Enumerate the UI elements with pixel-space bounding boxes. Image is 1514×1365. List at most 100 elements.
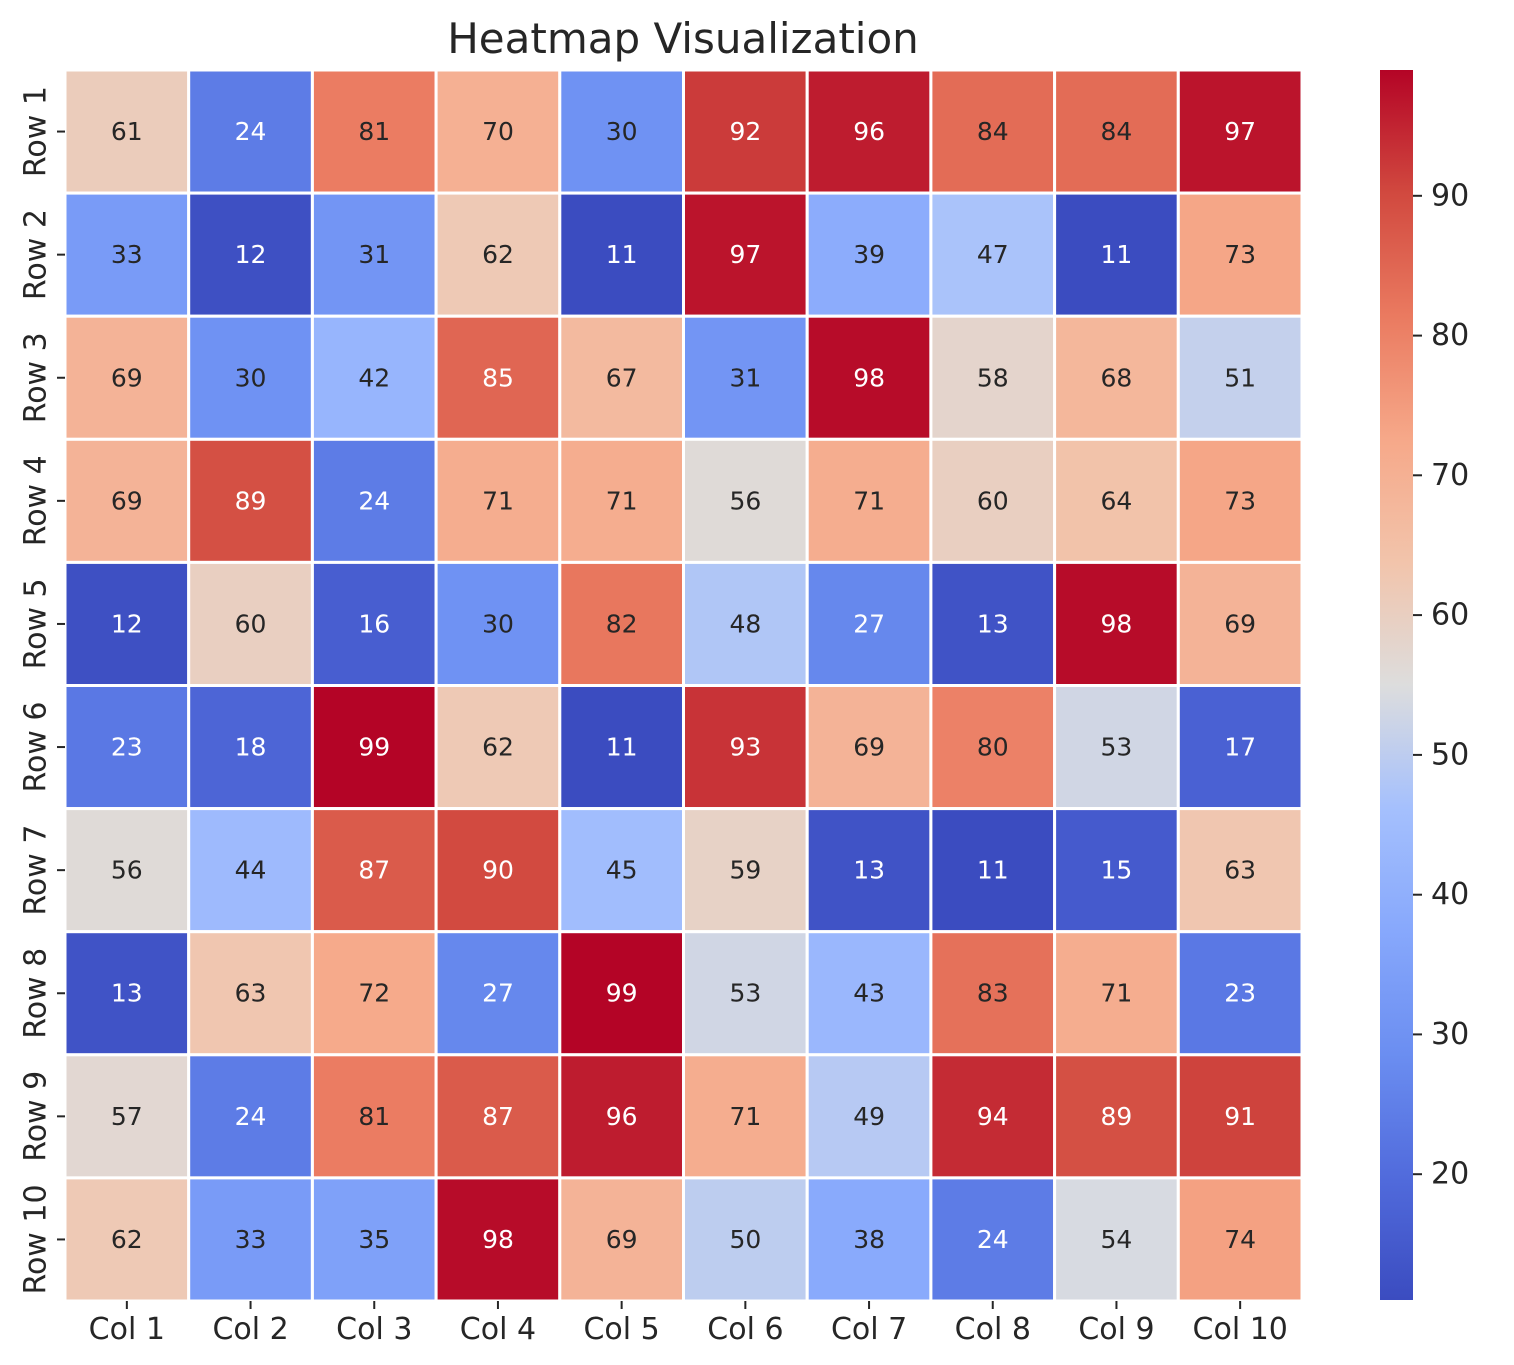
- cell-value-label: 68: [1100, 363, 1132, 392]
- cell-value-label: 30: [235, 363, 267, 392]
- cell-value-label: 73: [1224, 486, 1256, 515]
- cell-value-label: 97: [729, 240, 761, 269]
- cell-value-label: 56: [111, 856, 143, 885]
- cell-value-label: 45: [606, 856, 638, 885]
- cell-value-label: 62: [111, 1225, 143, 1254]
- heatmap-cell: [310, 314, 438, 441]
- heatmap-cell: [682, 68, 809, 195]
- cell-value-label: 69: [111, 486, 143, 515]
- heatmap-cell: [310, 1053, 438, 1180]
- cell-value-label: 53: [1100, 733, 1132, 762]
- cell-value-label: 62: [482, 733, 514, 762]
- colorbar-tick-label: 80: [1431, 318, 1469, 353]
- y-tick-label: Row 3: [19, 332, 54, 423]
- heatmap-cell: [558, 930, 685, 1057]
- heatmap-cell: [310, 560, 438, 688]
- cell-value-label: 58: [977, 363, 1009, 392]
- heatmap-cell: [682, 930, 809, 1057]
- heatmap-cell: [310, 930, 438, 1057]
- heatmap-cell: [1176, 191, 1304, 318]
- cell-value-label: 83: [977, 979, 1009, 1008]
- heatmap-cell: [682, 1176, 809, 1303]
- heatmap-cell: [805, 930, 933, 1057]
- cell-value-label: 92: [729, 117, 761, 146]
- heatmap-cell: [434, 684, 562, 811]
- heatmap-cell: [63, 314, 191, 441]
- cell-value-label: 96: [606, 1102, 638, 1131]
- heatmap-cell: [434, 191, 562, 318]
- cell-value-label: 94: [977, 1102, 1009, 1131]
- cell-value-label: 18: [235, 733, 267, 762]
- cell-value-label: 89: [235, 486, 267, 515]
- cell-value-label: 71: [853, 486, 885, 515]
- cell-value-label: 84: [977, 117, 1009, 146]
- cell-value-label: 35: [358, 1225, 390, 1254]
- cell-value-label: 13: [111, 979, 143, 1008]
- x-tick-label: Col 8: [955, 1312, 1031, 1347]
- cell-value-label: 71: [1100, 979, 1132, 1008]
- cell-value-label: 97: [1224, 117, 1256, 146]
- heatmap-cell: [929, 1053, 1057, 1180]
- heatmap-cell: [187, 930, 314, 1057]
- x-tick-label: Col 5: [583, 1312, 659, 1347]
- y-tick-label: Row 10: [19, 1184, 54, 1294]
- cell-value-label: 33: [235, 1225, 267, 1254]
- cell-value-label: 99: [358, 733, 390, 762]
- heatmap-cell: [187, 560, 314, 688]
- y-tick-label: Row 1: [19, 86, 54, 177]
- y-tick-label: Row 8: [19, 948, 54, 1039]
- cell-value-label: 81: [358, 117, 390, 146]
- heatmap-cell: [434, 930, 562, 1057]
- heatmap-cell: [1176, 560, 1304, 688]
- heatmap-cell: [805, 1053, 933, 1180]
- heatmap-cell: [682, 684, 809, 811]
- colorbar-tick-label: 20: [1431, 1157, 1469, 1192]
- cell-value-label: 67: [606, 363, 638, 392]
- heatmap-cell: [805, 191, 933, 318]
- heatmap-cell: [1053, 1176, 1180, 1303]
- colorbar-tick-label: 70: [1431, 458, 1469, 493]
- x-tick-label: Col 6: [707, 1312, 783, 1347]
- heatmap-cell: [63, 684, 191, 811]
- heatmap-cell: [187, 314, 314, 441]
- x-tick-label: Col 1: [89, 1312, 165, 1347]
- cell-value-label: 24: [977, 1225, 1009, 1254]
- heatmap-cell: [929, 68, 1057, 195]
- cell-value-label: 30: [606, 117, 638, 146]
- x-tick-label: Col 4: [460, 1312, 536, 1347]
- cell-value-label: 11: [606, 733, 638, 762]
- heatmap-cell: [929, 560, 1057, 688]
- heatmap-cell: [805, 1176, 933, 1303]
- chart-title: Heatmap Visualization: [447, 14, 919, 63]
- cell-value-label: 73: [1224, 240, 1256, 269]
- heatmap-cell: [682, 437, 809, 564]
- cell-value-label: 89: [1100, 1102, 1132, 1131]
- cell-value-label: 72: [358, 979, 390, 1008]
- heatmap-cell: [1053, 807, 1180, 934]
- heatmap-cell: [558, 1053, 685, 1180]
- y-tick-label: Row 6: [19, 701, 54, 792]
- cell-value-label: 11: [1100, 240, 1132, 269]
- colorbar-bar: [1380, 70, 1413, 1300]
- heatmap-cell: [682, 807, 809, 934]
- colorbar-tick-label: 60: [1431, 598, 1469, 633]
- heatmap-cell: [310, 684, 438, 811]
- heatmap-cell: [558, 684, 685, 811]
- heatmap-cell: [1053, 930, 1180, 1057]
- cell-value-label: 48: [729, 609, 761, 638]
- cell-value-label: 60: [235, 609, 267, 638]
- cell-value-label: 90: [482, 856, 514, 885]
- cell-value-label: 71: [729, 1102, 761, 1131]
- heatmap-cell: [434, 1053, 562, 1180]
- cell-value-label: 82: [606, 609, 638, 638]
- heatmap-cell: [805, 314, 933, 441]
- cell-value-label: 61: [111, 117, 143, 146]
- heatmap-cell: [1053, 560, 1180, 688]
- heatmap-cell: [929, 314, 1057, 441]
- heatmap-cell: [929, 1176, 1057, 1303]
- cell-value-label: 47: [977, 240, 1009, 269]
- cell-value-label: 69: [111, 363, 143, 392]
- cell-value-label: 91: [1224, 1102, 1256, 1131]
- cell-value-label: 63: [235, 979, 267, 1008]
- cell-value-label: 69: [606, 1225, 638, 1254]
